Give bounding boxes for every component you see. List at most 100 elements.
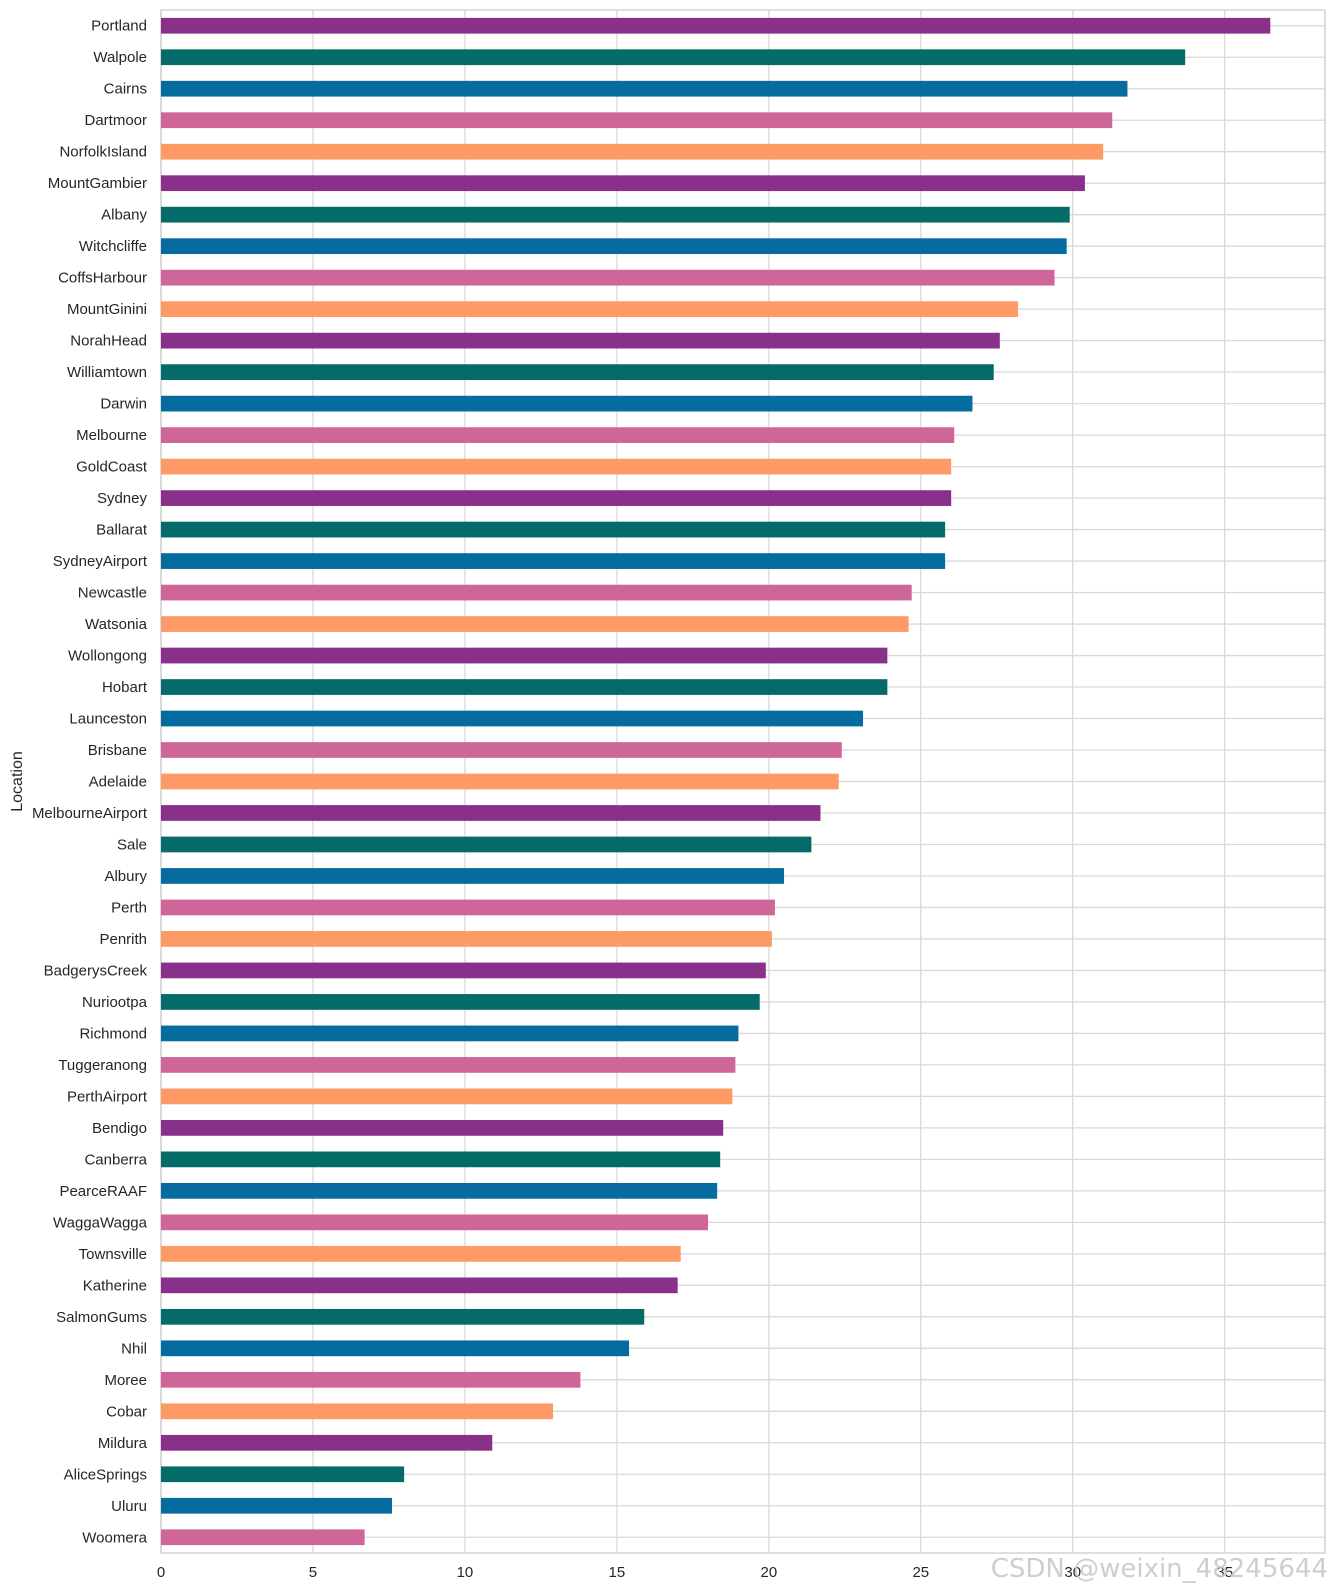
bar-pearceraaf: [161, 1182, 718, 1199]
bar-nuriootpa: [161, 994, 760, 1010]
y-tick-label: Newcastle: [78, 585, 147, 602]
x-tick-label: 25: [912, 1564, 929, 1581]
y-tick-label: Albury: [104, 868, 147, 885]
y-tick-label: Albany: [101, 207, 147, 224]
bar-uluru: [161, 1497, 392, 1514]
y-tick-label: Penrith: [99, 931, 147, 948]
x-tick-label: 35: [1216, 1564, 1233, 1581]
y-axis-label: Location: [9, 751, 26, 812]
y-tick-label: Tuggeranong: [58, 1057, 147, 1074]
bar-perth: [161, 899, 775, 916]
bar-badgeryscreek: [161, 962, 766, 979]
bar-albany: [161, 206, 1070, 223]
y-tick-label: Nuriootpa: [82, 994, 148, 1011]
y-tick-label: Brisbane: [88, 742, 147, 759]
bar-coffsharbour: [161, 269, 1055, 286]
bar-cobar: [161, 1403, 554, 1420]
bar-darwin: [161, 395, 973, 412]
bar-richmond: [161, 1025, 739, 1042]
y-tick-label: Bendigo: [92, 1120, 147, 1137]
y-tick-label: Wollongong: [68, 648, 147, 665]
bar-williamtown: [161, 364, 994, 381]
y-tick-label: PerthAirport: [67, 1088, 148, 1105]
bar-penrith: [161, 931, 772, 947]
bar-nhil: [161, 1340, 630, 1357]
bar-woomera: [161, 1529, 365, 1546]
bar-walpole: [161, 49, 1186, 66]
bar-alicesprings: [161, 1466, 405, 1483]
y-tick-label: AliceSprings: [64, 1466, 147, 1483]
y-tick-label: PearceRAAF: [59, 1183, 147, 1200]
y-tick-label: Townsville: [79, 1246, 147, 1263]
x-tick-label: 0: [157, 1564, 165, 1581]
bar-albury: [161, 868, 785, 884]
y-tick-label: Cobar: [106, 1403, 147, 1420]
y-tick-label: SalmonGums: [56, 1309, 147, 1326]
y-tick-label: WaggaWagga: [53, 1214, 148, 1231]
y-tick-label: Woomera: [82, 1529, 147, 1546]
bar-mildura: [161, 1434, 493, 1451]
y-tick-label: NorahHead: [70, 333, 147, 350]
bars: [161, 17, 1271, 1546]
bar-norfolkisland: [161, 143, 1104, 160]
y-tick-label: Williamtown: [67, 364, 147, 381]
bar-moree: [161, 1371, 581, 1388]
bar-melbourne: [161, 427, 955, 443]
bar-launceston: [161, 710, 864, 727]
y-tick-label: Cairns: [104, 81, 147, 98]
y-tick-label: CoffsHarbour: [58, 270, 147, 287]
y-tick-label: Nhil: [121, 1340, 147, 1357]
y-tick-label: Canberra: [84, 1151, 147, 1168]
y-tick-label: Sydney: [97, 490, 148, 507]
y-tick-labels: Portland Walpole Cairns Dartmoor NorfolkIsla…: [32, 18, 148, 1547]
y-tick-label: SydneyAirport: [53, 553, 148, 570]
y-tick-label: Uluru: [111, 1498, 147, 1515]
x-tick-labels: 0 5 10 15 20 25 30 35: [157, 1564, 1233, 1581]
bar-hobart: [161, 679, 888, 695]
bar-sale: [161, 836, 812, 853]
bar-mountgambier: [161, 175, 1085, 192]
bar-cairns: [161, 80, 1128, 97]
bar-ballarat: [161, 521, 946, 538]
x-tick-label: 15: [609, 1564, 626, 1581]
x-tick-label: 30: [1064, 1564, 1081, 1581]
bar-newcastle: [161, 584, 912, 601]
watermark: CSDN @weixin_48245644: [991, 1554, 1328, 1584]
y-tick-label: Sale: [117, 836, 147, 853]
y-tick-label: Dartmoor: [84, 112, 147, 129]
y-tick-label: Ballarat: [96, 522, 148, 539]
y-tick-label: Portland: [91, 18, 147, 35]
y-tick-label: Adelaide: [89, 774, 147, 791]
bar-wollongong: [161, 647, 888, 664]
bar-katherine: [161, 1277, 678, 1294]
bar-salmongums: [161, 1308, 645, 1325]
y-tick-label: GoldCoast: [76, 459, 148, 476]
y-tick-label: BadgerysCreek: [44, 962, 148, 979]
y-tick-label: MountGinini: [67, 301, 147, 318]
bar-bendigo: [161, 1120, 724, 1136]
y-tick-label: Witchcliffe: [79, 238, 147, 255]
x-tick-label: 20: [760, 1564, 777, 1581]
bar-goldcoast: [161, 458, 952, 475]
y-tick-label: Walpole: [93, 49, 147, 66]
bar-tuggeranong: [161, 1057, 736, 1073]
bar-townsville: [161, 1245, 681, 1262]
y-tick-label: Watsonia: [85, 616, 148, 633]
x-tick-label: 5: [309, 1564, 317, 1581]
bar-brisbane: [161, 742, 842, 758]
y-tick-label: Richmond: [79, 1025, 147, 1042]
bar-sydney: [161, 490, 952, 506]
bar-sydneyairport: [161, 553, 946, 569]
y-tick-label: MountGambier: [48, 175, 147, 192]
y-tick-label: Perth: [111, 899, 147, 916]
y-tick-label: MelbourneAirport: [32, 805, 148, 822]
bar-watsonia: [161, 616, 909, 632]
bar-portland: [161, 17, 1271, 34]
y-tick-label: Darwin: [100, 396, 147, 413]
y-tick-label: Katherine: [83, 1277, 147, 1294]
bar-melbourneairport: [161, 805, 821, 821]
bar-mountginini: [161, 301, 1019, 318]
y-tick-label: Launceston: [69, 711, 147, 728]
y-tick-label: Melbourne: [76, 427, 147, 444]
